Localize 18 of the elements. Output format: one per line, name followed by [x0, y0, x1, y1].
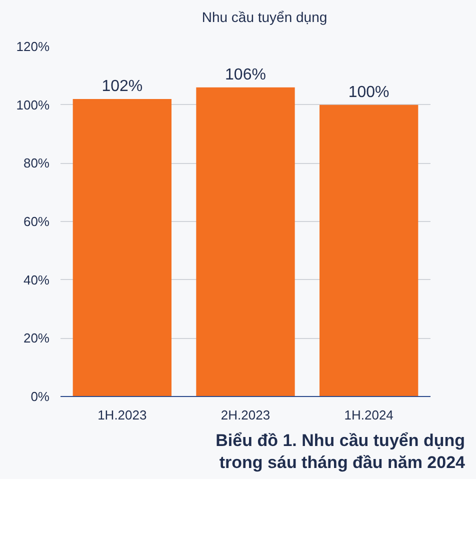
y-tick-label: 80% [23, 156, 50, 171]
text: Nhu cầu tuyển dụng [202, 9, 328, 25]
y-tick-label: 100% [16, 97, 50, 112]
y-tick-label: 40% [23, 272, 50, 288]
x-tick-label: 2H.2023 [220, 408, 270, 422]
data-label: 106% [225, 66, 266, 84]
data-label: 100% [348, 84, 390, 101]
data-label: 102% [102, 78, 143, 95]
text: Biểu đồ 1. Nhu cầu tuyển dụng trong sáu tháng đầu năm 2024 [216, 430, 465, 474]
x-tick-label: 1H.2023 [98, 408, 147, 422]
y-tick-label: 20% [23, 330, 50, 346]
x-tick-label: 1H.2024 [344, 408, 394, 422]
bar [320, 104, 418, 396]
bar [72, 99, 172, 396]
y-tick-label: 60% [23, 214, 50, 229]
bar [196, 87, 295, 396]
y-tick-label: 0% [30, 389, 50, 404]
y-tick-label: 120% [16, 39, 50, 54]
